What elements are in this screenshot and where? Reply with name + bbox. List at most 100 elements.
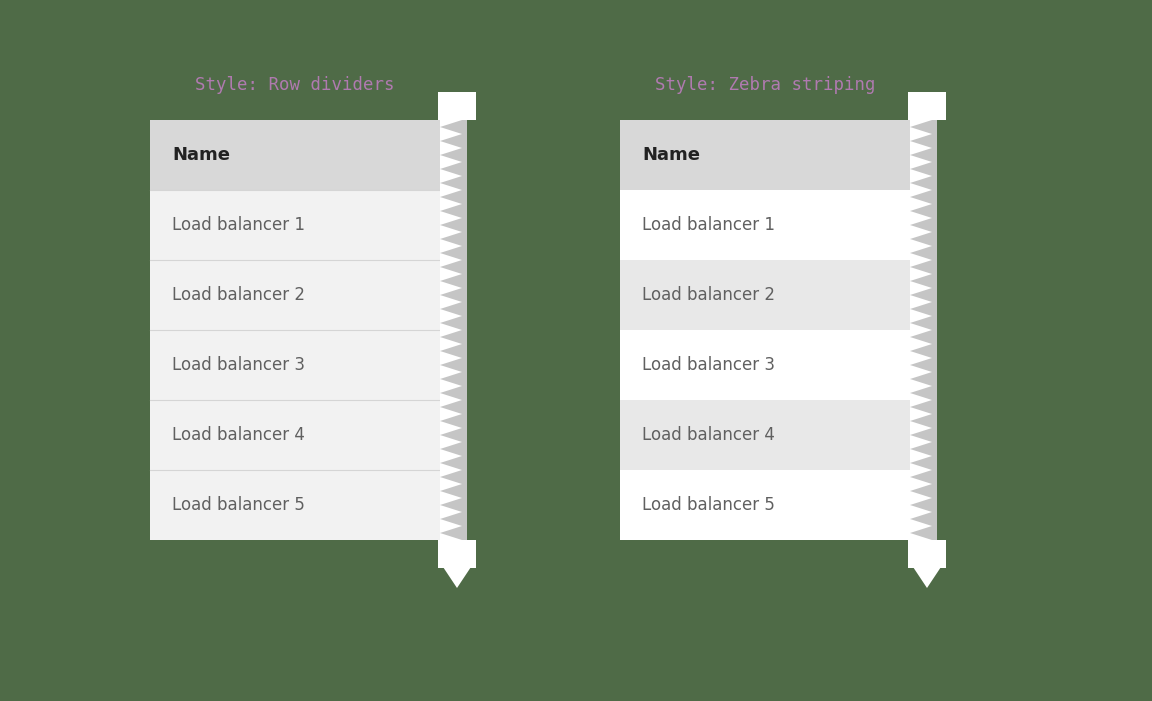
Polygon shape <box>910 442 932 449</box>
Polygon shape <box>440 428 462 435</box>
Polygon shape <box>910 232 932 239</box>
Polygon shape <box>910 302 932 309</box>
Polygon shape <box>440 302 462 309</box>
Polygon shape <box>440 344 462 351</box>
Polygon shape <box>910 120 932 127</box>
Polygon shape <box>440 295 462 302</box>
Polygon shape <box>440 239 462 246</box>
Polygon shape <box>440 246 462 253</box>
Text: Load balancer 4: Load balancer 4 <box>642 426 775 444</box>
Polygon shape <box>910 204 932 211</box>
Polygon shape <box>910 414 932 421</box>
Polygon shape <box>910 428 932 435</box>
Polygon shape <box>440 484 462 491</box>
Polygon shape <box>910 323 932 330</box>
Polygon shape <box>440 505 462 512</box>
Polygon shape <box>910 190 932 197</box>
Polygon shape <box>440 155 462 162</box>
Bar <box>150 120 440 190</box>
Polygon shape <box>910 463 932 470</box>
Text: Name: Name <box>172 146 230 164</box>
Text: Load balancer 1: Load balancer 1 <box>172 216 305 234</box>
Bar <box>908 92 946 120</box>
Polygon shape <box>440 449 462 456</box>
Polygon shape <box>910 344 932 351</box>
Polygon shape <box>440 400 462 407</box>
Polygon shape <box>440 533 462 540</box>
Polygon shape <box>440 190 462 197</box>
Text: Load balancer 2: Load balancer 2 <box>642 286 775 304</box>
Polygon shape <box>440 260 462 267</box>
Polygon shape <box>910 400 932 407</box>
Polygon shape <box>440 526 462 533</box>
Polygon shape <box>440 225 462 232</box>
Polygon shape <box>440 414 462 421</box>
Polygon shape <box>910 260 932 267</box>
Text: Load balancer 3: Load balancer 3 <box>172 356 305 374</box>
Polygon shape <box>910 162 932 169</box>
Polygon shape <box>910 239 932 246</box>
Polygon shape <box>440 267 462 274</box>
Polygon shape <box>910 477 932 484</box>
Polygon shape <box>910 183 932 190</box>
Polygon shape <box>440 218 462 225</box>
Polygon shape <box>440 176 462 183</box>
Polygon shape <box>910 155 932 162</box>
Polygon shape <box>440 386 462 393</box>
Polygon shape <box>910 379 932 386</box>
Bar <box>150 330 440 400</box>
Polygon shape <box>440 148 462 155</box>
Polygon shape <box>440 197 462 204</box>
Bar <box>908 540 946 568</box>
Text: Load balancer 5: Load balancer 5 <box>172 496 305 514</box>
Polygon shape <box>440 358 462 365</box>
Bar <box>150 400 440 470</box>
Bar <box>620 330 910 400</box>
Polygon shape <box>910 498 932 505</box>
Polygon shape <box>440 519 462 526</box>
Polygon shape <box>440 477 462 484</box>
Polygon shape <box>910 330 932 337</box>
Polygon shape <box>440 211 462 218</box>
Polygon shape <box>440 288 462 295</box>
Bar <box>620 400 910 470</box>
Polygon shape <box>440 372 462 379</box>
Bar <box>150 190 440 260</box>
Polygon shape <box>910 512 932 519</box>
Polygon shape <box>914 568 940 588</box>
Text: Name: Name <box>642 146 700 164</box>
Polygon shape <box>910 351 932 358</box>
Polygon shape <box>910 407 932 414</box>
Text: Load balancer 5: Load balancer 5 <box>642 496 775 514</box>
Polygon shape <box>440 127 462 134</box>
Text: Load balancer 1: Load balancer 1 <box>642 216 775 234</box>
Polygon shape <box>910 281 932 288</box>
Polygon shape <box>910 435 932 442</box>
Polygon shape <box>910 393 932 400</box>
Polygon shape <box>440 183 462 190</box>
Polygon shape <box>910 484 932 491</box>
Polygon shape <box>910 267 932 274</box>
Polygon shape <box>440 456 462 463</box>
Polygon shape <box>444 568 470 588</box>
Polygon shape <box>910 358 932 365</box>
Polygon shape <box>910 218 932 225</box>
Polygon shape <box>440 435 462 442</box>
Polygon shape <box>910 421 932 428</box>
Bar <box>620 260 910 330</box>
Polygon shape <box>910 246 932 253</box>
Text: Load balancer 2: Load balancer 2 <box>172 286 305 304</box>
Polygon shape <box>440 442 462 449</box>
Polygon shape <box>910 386 932 393</box>
Text: Load balancer 4: Load balancer 4 <box>172 426 305 444</box>
Polygon shape <box>910 519 932 526</box>
Polygon shape <box>440 407 462 414</box>
Polygon shape <box>440 421 462 428</box>
Polygon shape <box>910 295 932 302</box>
Bar <box>620 470 910 540</box>
Polygon shape <box>440 134 462 141</box>
Polygon shape <box>910 491 932 498</box>
Polygon shape <box>910 225 932 232</box>
Polygon shape <box>440 274 462 281</box>
Bar <box>438 540 476 568</box>
